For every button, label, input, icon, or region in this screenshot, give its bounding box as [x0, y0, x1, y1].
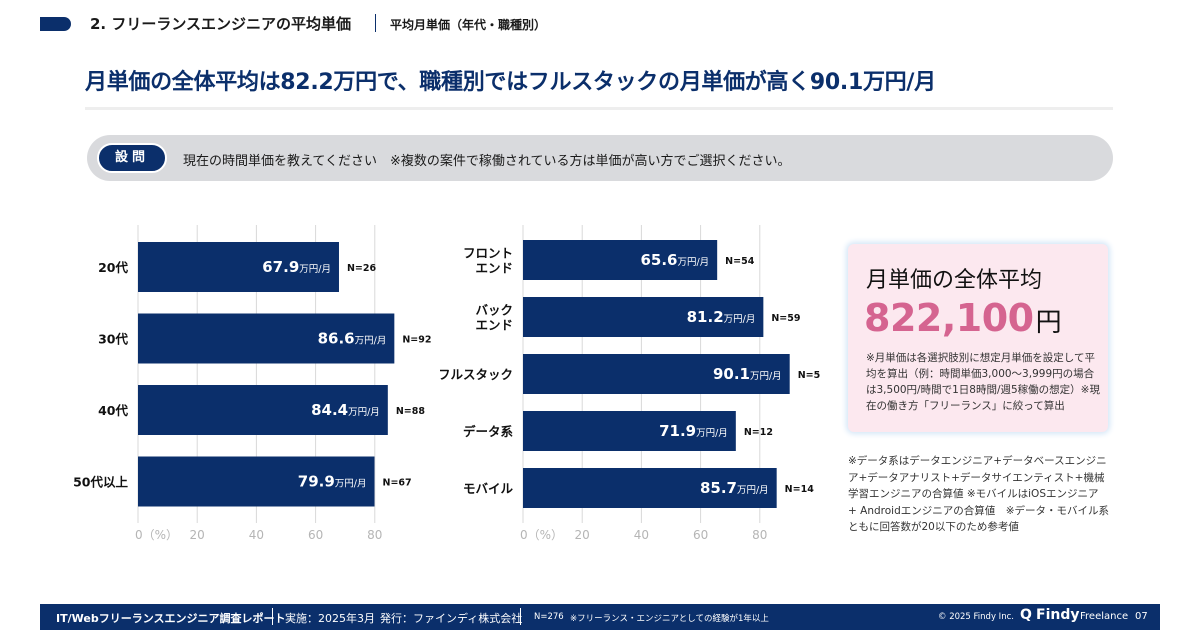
category-label: フロント	[463, 246, 513, 261]
n-label: N=59	[771, 313, 800, 324]
category-label: エンド	[475, 318, 513, 333]
average-value: 822,100	[864, 296, 1034, 340]
x-tick-label: 0（%）	[135, 528, 178, 542]
footer-separator	[272, 608, 273, 625]
section-separator	[375, 14, 376, 32]
x-tick-label: 80	[752, 528, 767, 542]
page-number: 07	[1135, 611, 1148, 622]
n-label: N=14	[785, 484, 815, 495]
footer-condition: ※フリーランス・エンジニアとしての経験が1年以上	[570, 614, 769, 624]
footer-report-name: IT/Webフリーランスエンジニア調査レポート	[56, 612, 286, 625]
bar	[138, 313, 395, 364]
x-tick-label: 60	[308, 528, 323, 542]
n-label: N=67	[383, 478, 412, 489]
footer-sample-size: N=276	[534, 612, 564, 622]
category-label: モバイル	[463, 481, 514, 496]
value-label: 71.9万円/月	[659, 422, 728, 440]
bar	[523, 240, 718, 280]
section-title: 2. フリーランスエンジニアの平均単価	[90, 15, 352, 33]
value-label: 67.9万円/月	[262, 258, 331, 276]
footnote: ※データ系はデータエンジニア+データベースエンジニア+データアナリスト+データサ…	[848, 455, 1110, 533]
category-label: 50代以上	[73, 475, 128, 490]
value-label: 65.6万円/月	[640, 251, 709, 269]
value-label: 86.6万円/月	[318, 330, 387, 348]
category-label: 30代	[98, 332, 128, 347]
average-card-title: 月単価の全体平均	[866, 268, 1043, 293]
section-subtitle: 平均月単価（年代・職種別）	[390, 18, 547, 32]
category-label: 40代	[98, 403, 128, 418]
headline: 月単価の全体平均は82.2万円で、職種別ではフルスタックの月単価が高く90.1万…	[85, 70, 936, 95]
x-tick-label: 40	[249, 528, 264, 542]
bar	[138, 242, 339, 292]
category-label: 20代	[98, 260, 128, 275]
category-label: エンド	[475, 261, 513, 276]
value-label: 79.9万円/月	[298, 473, 367, 491]
average-note: ※月単価は各選択肢別に想定月単価を設定して平均を算出（例：時間単価3,000〜3…	[866, 352, 1100, 412]
average-value-row: 822,100円	[864, 296, 1062, 340]
bar	[523, 468, 777, 508]
bar	[138, 385, 388, 435]
category-label: バック	[475, 303, 513, 318]
x-tick-label: 80	[367, 528, 382, 542]
average-card: 月単価の全体平均 822,100円 ※月単価は各選択肢別に想定月単価を設定して平…	[848, 244, 1108, 432]
findy-logo-sub: Freelance	[1080, 611, 1129, 622]
x-tick-label: 0（%）	[520, 528, 563, 542]
value-label: 90.1万円/月	[713, 365, 782, 383]
n-label: N=26	[347, 263, 377, 274]
x-tick-label: 40	[634, 528, 649, 542]
value-label: 84.4万円/月	[311, 401, 380, 419]
footer-separator	[520, 608, 521, 625]
value-label: 81.2万円/月	[687, 308, 756, 326]
question-badge: 設問	[97, 143, 167, 173]
bar	[523, 297, 764, 337]
average-unit: 円	[1035, 308, 1062, 338]
x-tick-label: 20	[575, 528, 590, 542]
findy-logo-icon: Q	[1020, 607, 1032, 623]
x-tick-label: 20	[190, 528, 205, 542]
n-label: N=54	[725, 256, 755, 267]
n-label: N=92	[402, 335, 431, 346]
question-text: 現在の時間単価を教えてください ※複数の案件で稼働されている方は単価が高い方でご…	[183, 154, 791, 169]
question-bar: 設問 現在の時間単価を教えてください ※複数の案件で稼働されている方は単価が高い…	[87, 135, 1113, 181]
category-label: データ系	[463, 424, 514, 439]
section-tab-marker	[40, 17, 71, 31]
age-bar-chart: 0（%） 20 40 60 80 20代 67.9万円/月 N=26 30代 86.6万円/月 N=…	[73, 225, 431, 542]
footer-date: 実施：2025年3月	[285, 612, 375, 625]
value-label: 85.7万円/月	[700, 479, 769, 497]
x-tick-label: 60	[693, 528, 708, 542]
category-label: フルスタック	[440, 367, 513, 382]
bar	[523, 354, 790, 394]
n-label: N=12	[744, 427, 773, 438]
n-label: N=59	[798, 370, 820, 381]
n-label: N=88	[396, 406, 426, 417]
footer-publisher: 発行：ファインディ株式会社	[380, 612, 523, 625]
footer-copyright: © 2025 Findy Inc.	[938, 612, 1014, 622]
bar	[523, 411, 736, 451]
headline-rule	[85, 107, 1113, 110]
findy-logo: Findy	[1036, 607, 1080, 623]
footer: IT/Webフリーランスエンジニア調査レポート 実施：2025年3月 発行：ファ…	[40, 604, 1160, 630]
bar	[138, 456, 375, 507]
